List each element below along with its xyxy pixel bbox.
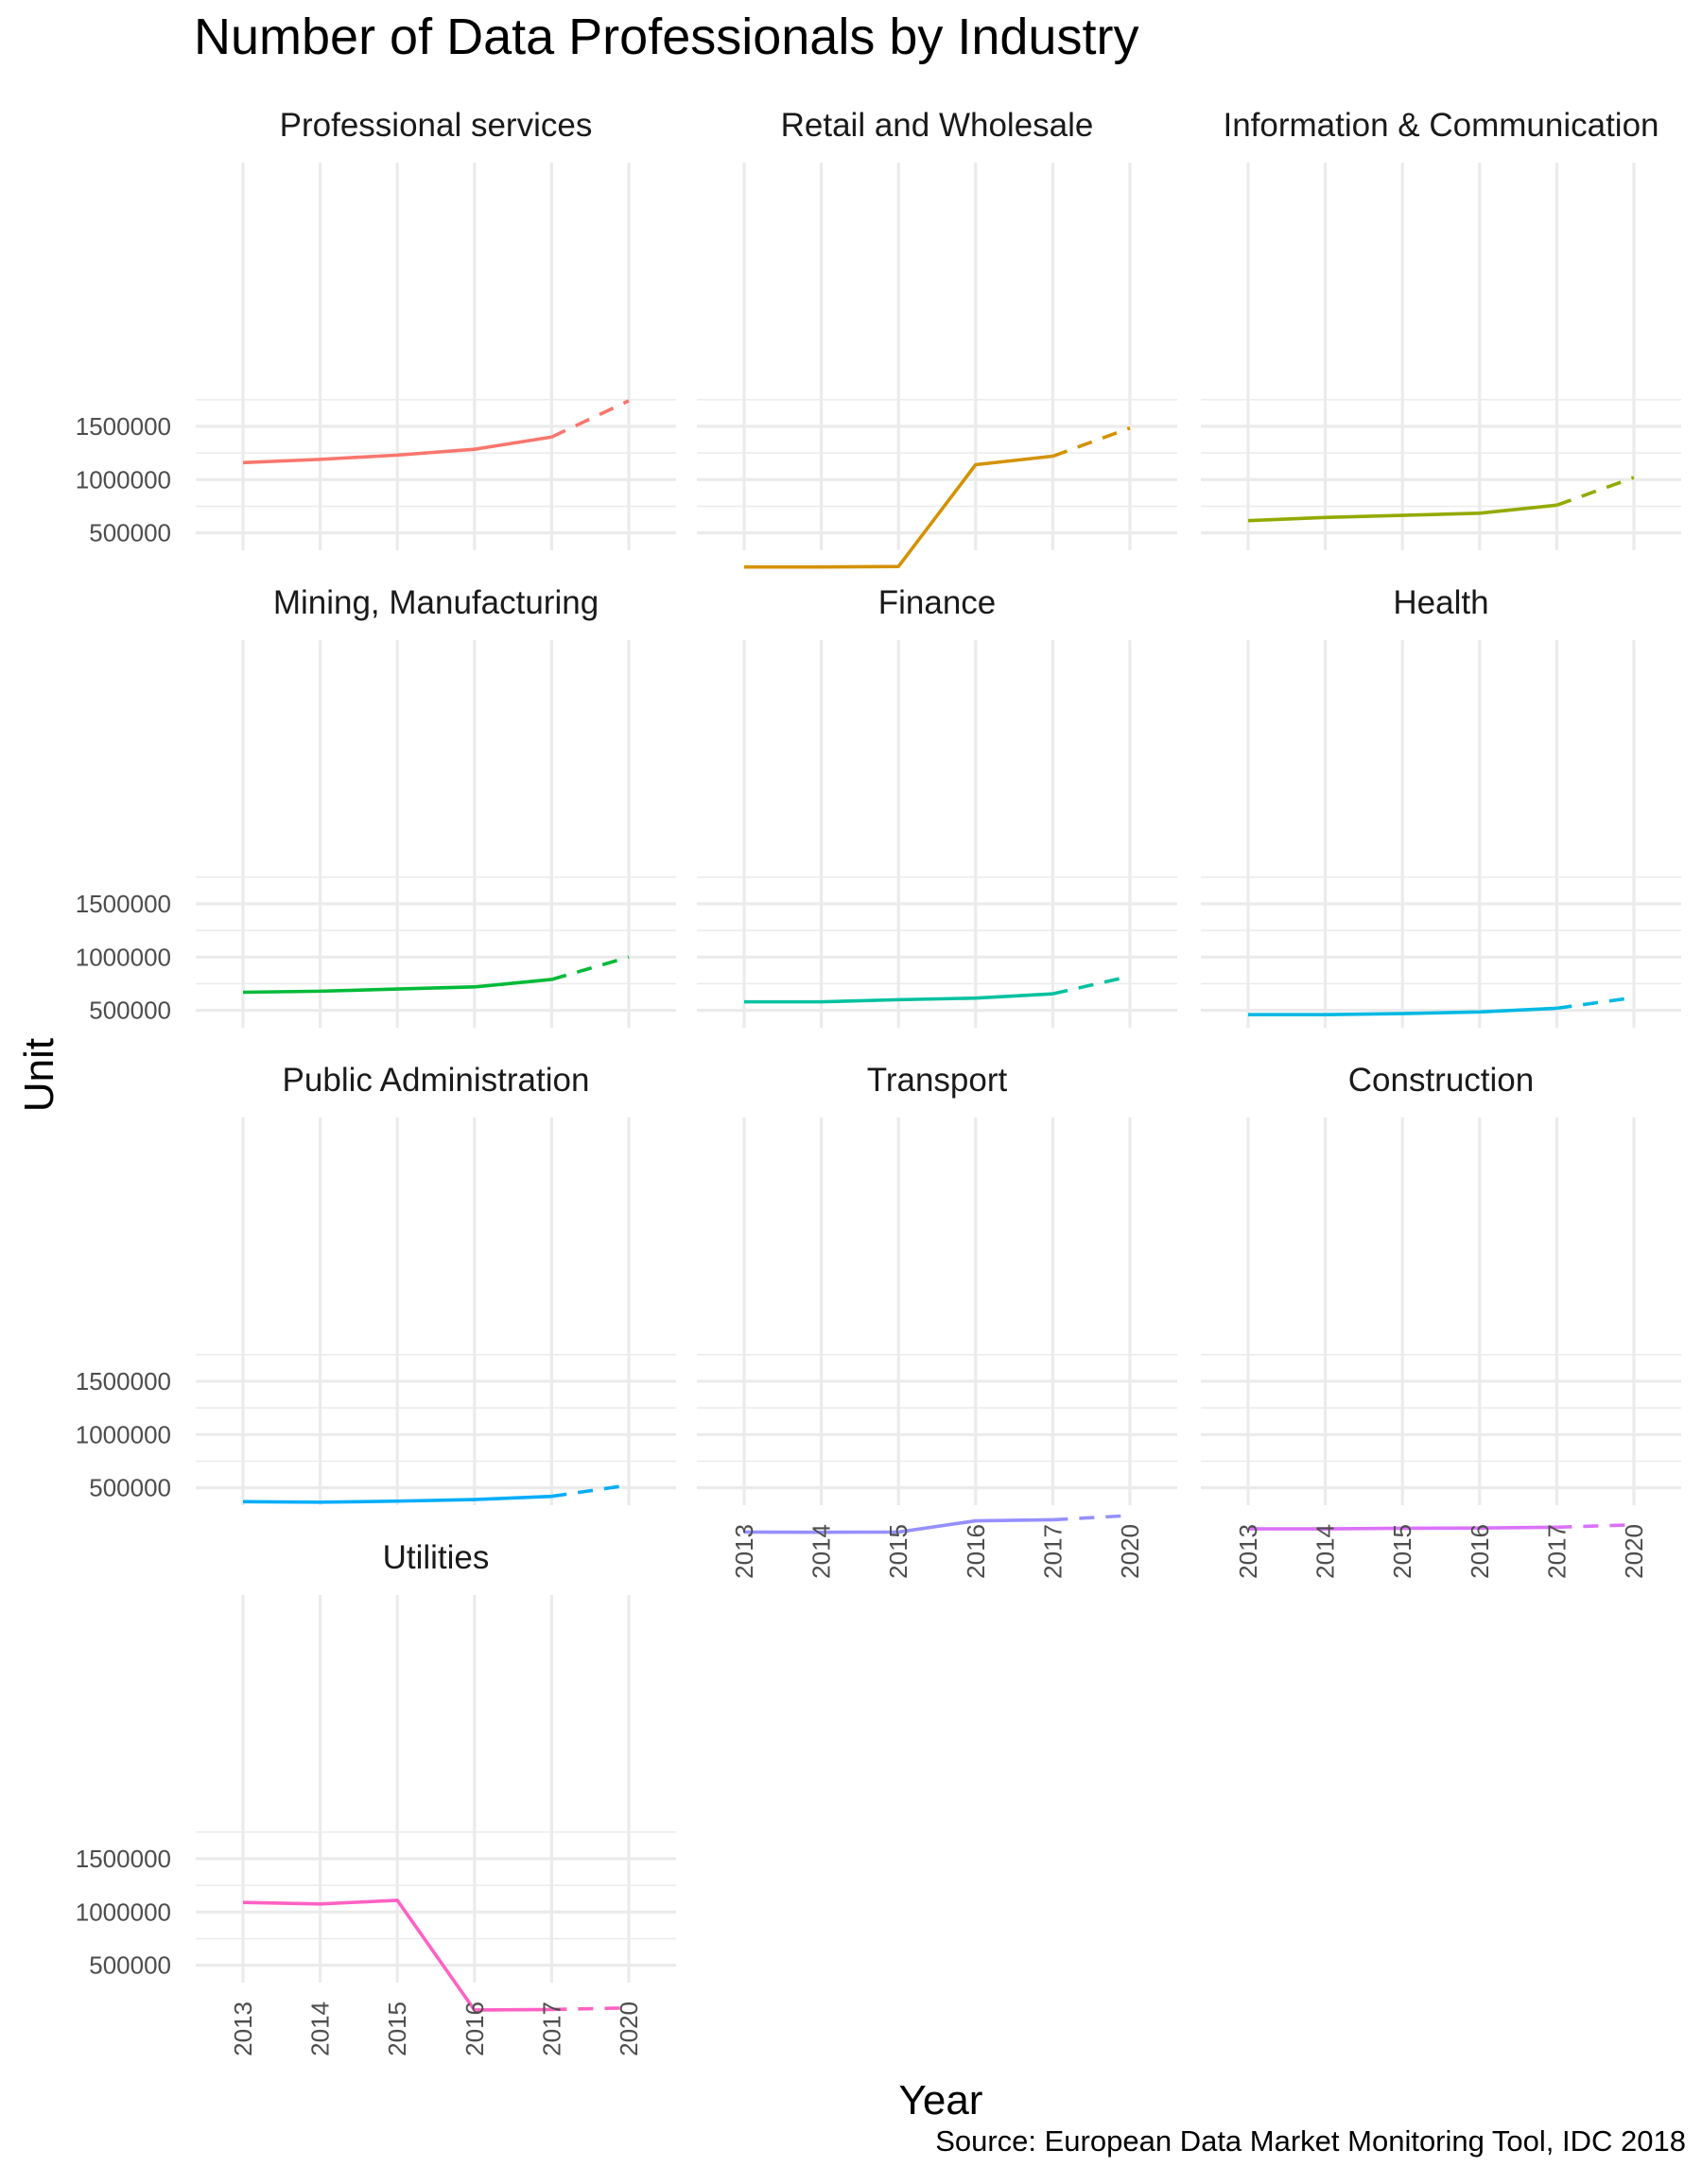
- series-line-actual-retail-and-wholesale: [744, 454, 1053, 569]
- series-line-forecast-health: [1556, 996, 1635, 1011]
- panel-title-public-administration: Public Administration: [283, 1062, 590, 1099]
- y-axis-label: Unit: [16, 1037, 62, 1113]
- x-tick-label: 2020: [1116, 1524, 1144, 1579]
- x-tick-label: 2015: [1388, 1524, 1416, 1579]
- source-caption: Source: European Data Market Monitoring …: [935, 2124, 1686, 2158]
- x-tick-label: 2014: [306, 2002, 335, 2056]
- y-tick-label: 1500000: [76, 890, 171, 918]
- x-tick-label: 2017: [1038, 1524, 1067, 1579]
- series-line-forecast-retail-and-wholesale: [1051, 425, 1131, 459]
- series-line-actual-health: [1248, 1006, 1557, 1016]
- series-line-actual-information-communication: [1247, 503, 1557, 523]
- x-tick-label: 2016: [1466, 1524, 1494, 1579]
- y-tick-label: 1500000: [76, 412, 171, 441]
- x-tick-label: 2017: [1542, 1524, 1571, 1579]
- panel-title-mining-manufacturing: Mining, Manufacturing: [273, 584, 599, 621]
- x-tick-label: 2015: [884, 1524, 912, 1579]
- series-line-actual-mining-manufacturing: [242, 978, 552, 995]
- y-tick-label: 500000: [89, 519, 171, 547]
- x-axis-label: Year: [898, 2077, 983, 2123]
- series-line-actual-construction: [1248, 1525, 1557, 1531]
- y-tick-label: 1000000: [76, 1420, 171, 1448]
- y-tick-label: 1000000: [76, 1898, 171, 1926]
- x-tick-label: 2020: [615, 2002, 643, 2056]
- x-tick-label: 2013: [730, 1524, 758, 1579]
- panel-title-construction: Construction: [1348, 1062, 1534, 1099]
- x-tick-label: 2016: [962, 1524, 990, 1579]
- y-tick-label: 1500000: [76, 1367, 171, 1395]
- series-line-forecast-transport: [1052, 1514, 1131, 1522]
- series-line-forecast-finance: [1052, 974, 1131, 996]
- panel-title-health: Health: [1393, 584, 1488, 621]
- x-tick-label: 2014: [808, 1524, 836, 1579]
- x-tick-label: 2020: [1620, 1524, 1648, 1579]
- y-tick-label: 1000000: [76, 943, 171, 971]
- series-line-forecast-utilities: [551, 2005, 630, 2012]
- series-line-actual-professional-services: [242, 435, 552, 465]
- series-line-forecast-public-administration: [551, 1483, 630, 1499]
- x-tick-label: 2013: [1234, 1524, 1262, 1579]
- y-tick-label: 1000000: [76, 465, 171, 494]
- series-line-forecast-construction: [1556, 1522, 1635, 1530]
- x-tick-label: 2013: [229, 2002, 257, 2056]
- series-line-actual-transport: [743, 1517, 1053, 1534]
- x-tick-label: 2017: [537, 2002, 565, 2056]
- panel-title-finance: Finance: [878, 584, 997, 621]
- y-tick-label: 500000: [89, 997, 171, 1025]
- series-line-forecast-professional-services: [550, 399, 630, 439]
- y-tick-label: 500000: [89, 1951, 171, 1980]
- series-line-forecast-mining-manufacturing: [550, 955, 630, 981]
- panel-title-retail-and-wholesale: Retail and Wholesale: [781, 107, 1094, 144]
- y-tick-label: 1500000: [76, 1845, 171, 1873]
- series-line-actual-finance: [744, 992, 1053, 1004]
- series-line-actual-public-administration: [242, 1494, 552, 1504]
- x-tick-label: 2016: [460, 2002, 489, 2056]
- panel-title-information-communication: Information & Communication: [1223, 107, 1659, 144]
- series-line-forecast-information-communication: [1555, 476, 1635, 508]
- panel-title-professional-services: Professional services: [280, 107, 593, 144]
- panel-title-transport: Transport: [867, 1062, 1008, 1099]
- y-tick-label: 500000: [89, 1474, 171, 1502]
- panel-title-utilities: Utilities: [383, 1539, 490, 1576]
- chart-title: Number of Data Professionals by Industry: [194, 9, 1139, 65]
- x-tick-label: 2015: [383, 2002, 411, 2056]
- series-line-actual-utilities: [242, 1898, 552, 2012]
- x-tick-label: 2014: [1311, 1524, 1340, 1579]
